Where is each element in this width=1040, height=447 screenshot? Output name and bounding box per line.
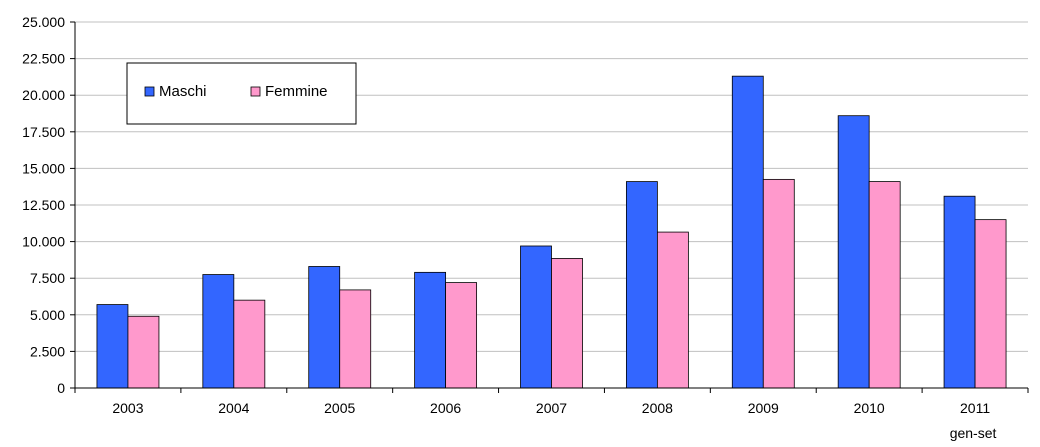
bar-maschi-2010 [837, 115, 870, 389]
x-tick-label: 2008 [642, 400, 673, 416]
y-tick-label: 12.500 [22, 197, 65, 213]
bar-maschi-2006 [414, 271, 447, 389]
x-tick-label: 2011 [960, 400, 990, 416]
legend-label-femmine: Femmine [265, 83, 328, 100]
y-tick-label: 25.000 [22, 14, 65, 30]
axes [74, 22, 1028, 389]
bar-maschi-2003 [96, 304, 129, 389]
x-tick-label: 2010 [854, 400, 885, 416]
y-tick-label: 10.000 [22, 234, 65, 250]
bar-femmine-2009 [762, 178, 795, 389]
y-tick-label: 22.500 [22, 51, 65, 67]
bar-femmine-2008 [656, 231, 689, 389]
bar-maschi-2005 [308, 266, 341, 389]
bar-femmine-2005 [339, 289, 372, 389]
x-tick-label: 2009 [748, 400, 779, 416]
bar-maschi-2008 [625, 181, 658, 389]
bar-femmine-2004 [233, 299, 266, 389]
x-axis-ticks: 2003 2004 2005 2006 2007 2008 2009 2010 2011 gen-… [74, 388, 1029, 441]
legend-box [126, 62, 357, 125]
x-tick-label: 2005 [324, 400, 355, 416]
y-tick-label: 0 [57, 380, 65, 396]
legend-swatch-femmine [250, 86, 261, 97]
bar-femmine-2006 [445, 282, 478, 389]
y-tick-label: 15.000 [22, 160, 65, 176]
legend-swatch-maschi [144, 86, 155, 97]
legend: Maschi Femmine [126, 62, 357, 125]
bar-femmine-2007 [551, 258, 583, 389]
x-tick-label: 2006 [430, 400, 461, 416]
bar-maschi-2004 [202, 274, 235, 389]
bar-maschi-2009 [731, 75, 764, 389]
y-tick-label: 7.500 [30, 270, 65, 286]
bar-maschi-2011 [943, 195, 976, 389]
x-tick-sublabel: gen-set [950, 425, 997, 441]
y-tick-label: 5.000 [30, 307, 65, 323]
bar-femmine-2011 [974, 219, 1007, 389]
y-tick-label: 17.500 [22, 124, 65, 140]
legend-label-maschi: Maschi [159, 83, 207, 100]
bars [96, 75, 1007, 389]
x-tick-label: 2007 [536, 400, 567, 416]
y-axis-ticks: 0 2.500 5.000 7.500 10.000 12.500 15.000 17.500… [22, 14, 75, 396]
bar-femmine-2010 [868, 181, 901, 389]
bar-femmine-2003 [127, 315, 160, 389]
x-tick-label: 2004 [218, 400, 249, 416]
x-tick-label: 2003 [112, 400, 143, 416]
y-tick-label: 2.500 [30, 343, 65, 359]
y-tick-label: 20.000 [22, 87, 65, 103]
bar-maschi-2007 [520, 245, 552, 389]
